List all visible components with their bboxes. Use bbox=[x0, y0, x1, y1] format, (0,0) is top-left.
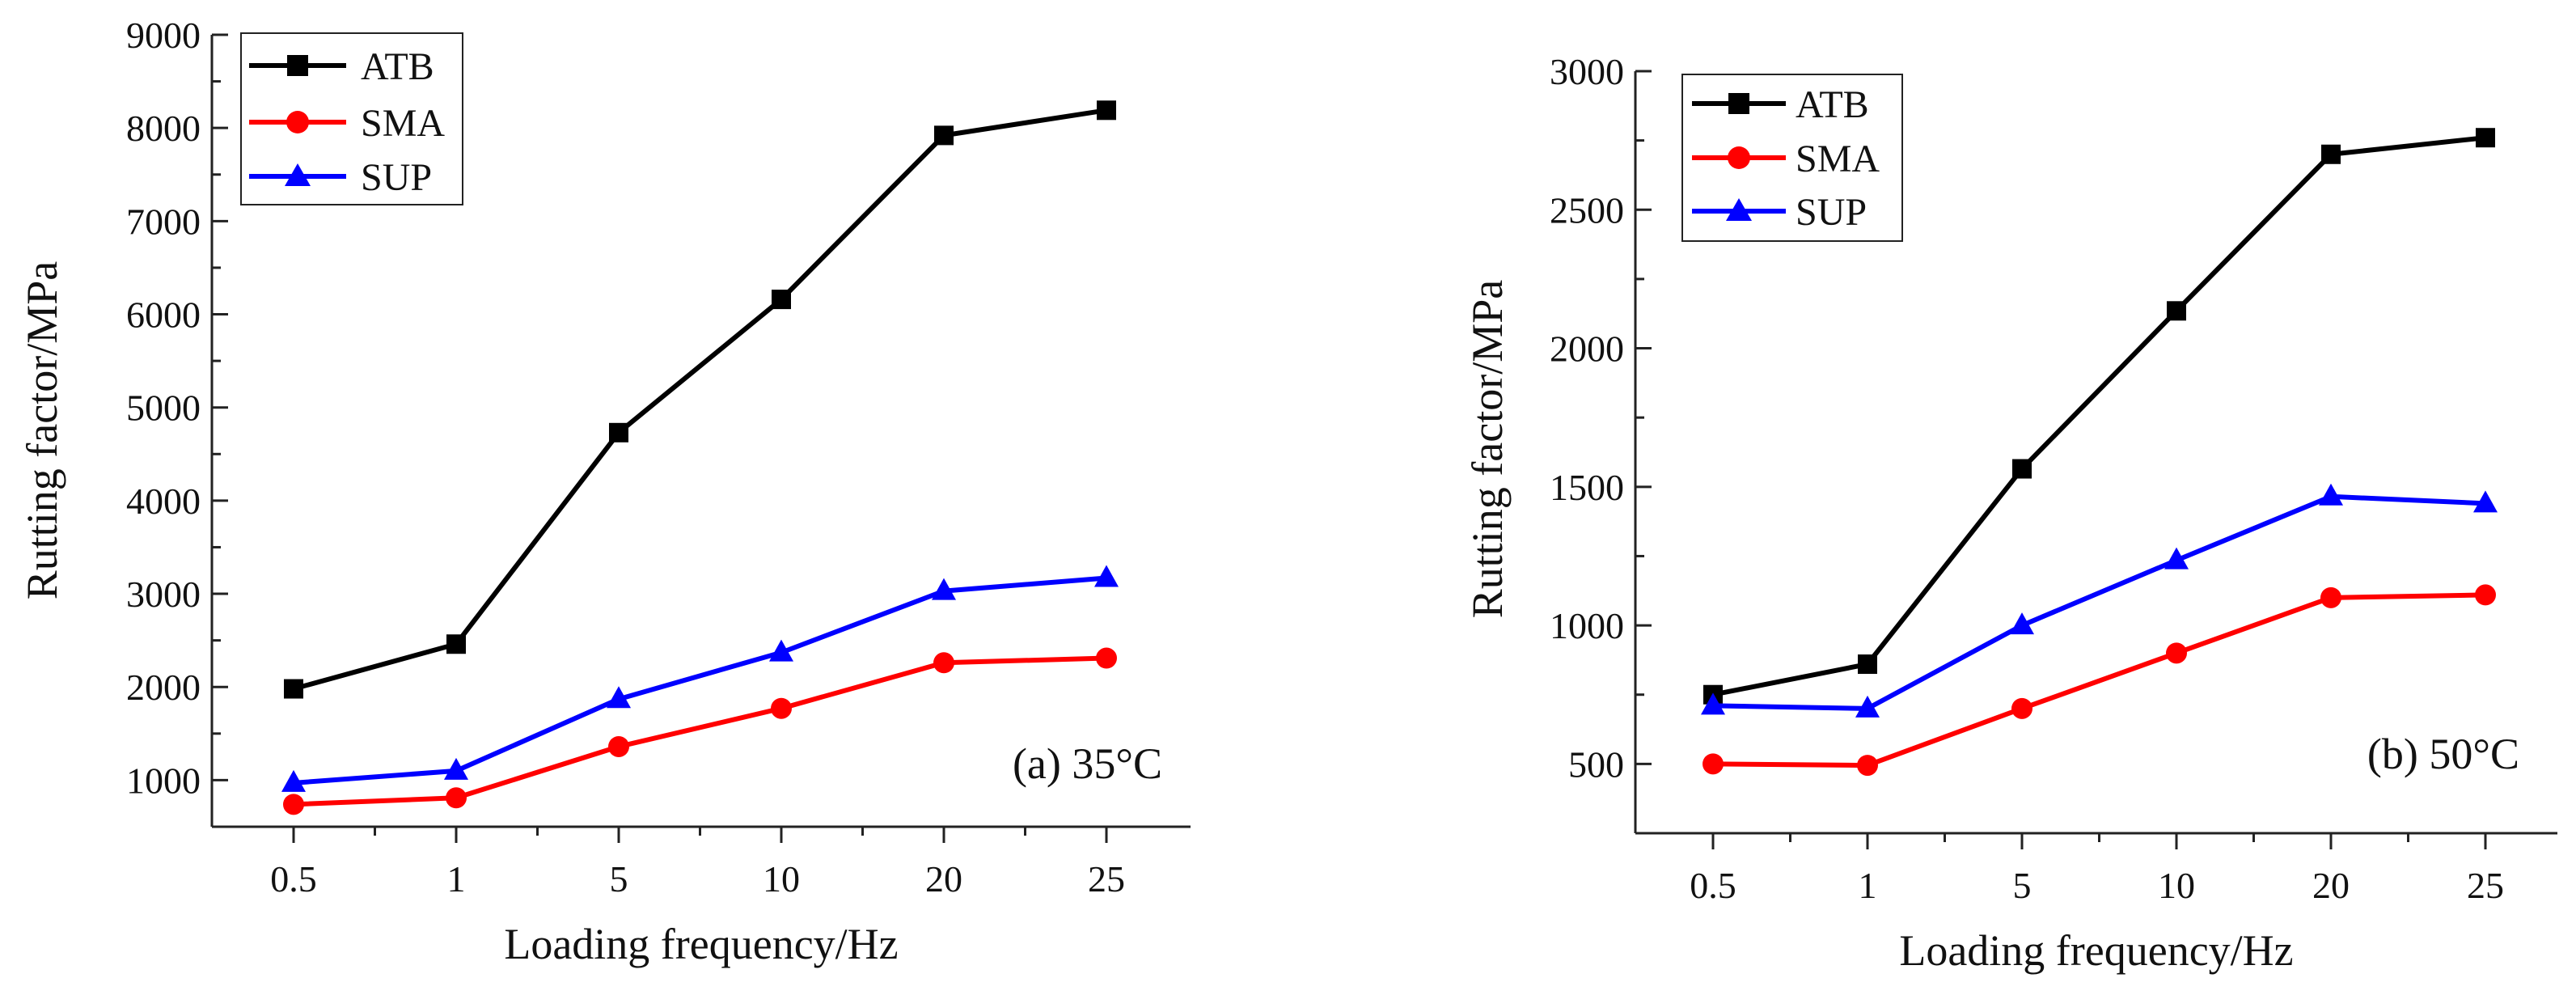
x-tick-label: 0.5 bbox=[270, 858, 317, 900]
data-point-atb bbox=[2167, 301, 2186, 321]
data-point-atb bbox=[2012, 459, 2032, 479]
x-tick-label: 5 bbox=[2013, 865, 2032, 906]
data-point-sup bbox=[1701, 692, 1725, 715]
data-point-atb bbox=[1097, 100, 1116, 121]
panel-label: (a) 35°C bbox=[1013, 739, 1162, 788]
x-tick-label: 20 bbox=[2312, 865, 2350, 906]
x-axis-title: Loading frequency/Hz bbox=[1899, 926, 2293, 975]
data-point-sup bbox=[444, 757, 468, 780]
y-tick-label: 2000 bbox=[1550, 328, 1624, 370]
data-point-atb bbox=[284, 679, 303, 699]
legend-label-sma: SMA bbox=[361, 102, 445, 145]
legend-marker-atb bbox=[1728, 93, 1749, 114]
y-tick-label: 2000 bbox=[126, 667, 201, 708]
data-point-atb bbox=[772, 290, 791, 310]
chart-panel-a: 1000 2000 3000 4000 5000 6000 7000 8000 9000 0.5 1… bbox=[18, 15, 1191, 968]
plot-area-b: 500 1000 1500 2000 2500 3000 0.5 1 5 10 20 25 bbox=[1550, 51, 2504, 906]
panel-label: (b) 50°C bbox=[2367, 730, 2519, 778]
legend-label-sup: SUP bbox=[361, 156, 432, 199]
data-point-sma bbox=[446, 787, 467, 809]
x-tick-label: 1 bbox=[1859, 865, 1877, 906]
data-point-sup bbox=[2010, 612, 2034, 635]
y-tick-label: 1500 bbox=[1550, 467, 1624, 508]
y-tick-label: 4000 bbox=[126, 481, 201, 522]
y-tick-label: 2500 bbox=[1550, 189, 1624, 231]
data-point-atb bbox=[446, 634, 466, 654]
data-point-sma bbox=[2320, 586, 2341, 608]
y-tick-label: 8000 bbox=[126, 108, 201, 149]
data-point-sup bbox=[932, 578, 956, 600]
x-tick-label: 10 bbox=[2158, 865, 2195, 906]
data-point-sup bbox=[2319, 483, 2343, 506]
x-tick-label: 25 bbox=[1088, 858, 1125, 900]
data-point-atb bbox=[934, 125, 954, 146]
data-point-sup bbox=[2164, 547, 2189, 569]
data-point-sma bbox=[283, 794, 304, 815]
y-tick-label: 6000 bbox=[126, 294, 201, 336]
legend-label-sup: SUP bbox=[1796, 191, 1867, 234]
legend-marker-sma bbox=[1728, 146, 1750, 169]
legend-label-atb: ATB bbox=[1796, 83, 1869, 126]
data-point-atb bbox=[609, 422, 628, 442]
data-point-sma bbox=[1857, 755, 1878, 777]
y-tick-label: 500 bbox=[1568, 743, 1624, 785]
data-point-sma bbox=[608, 735, 629, 757]
legend-marker-atb bbox=[287, 55, 308, 76]
data-point-sma bbox=[933, 652, 954, 674]
data-point-sma bbox=[1096, 647, 1117, 669]
legend: ATB SMA SUP bbox=[1681, 74, 1903, 242]
data-point-atb bbox=[2476, 128, 2495, 148]
data-point-sup bbox=[769, 639, 793, 662]
chart-panel-b: 500 1000 1500 2000 2500 3000 0.5 1 5 10 20 25 ATB S… bbox=[1463, 51, 2557, 975]
x-tick-label: 0.5 bbox=[1690, 865, 1736, 906]
data-point-sma bbox=[771, 697, 792, 719]
data-point-atb bbox=[2321, 144, 2341, 164]
series-line-atb bbox=[293, 108, 1107, 692]
y-axis-title: Rutting factor/MPa bbox=[18, 261, 66, 599]
y-axis-title: Rutting factor/MPa bbox=[1463, 280, 1512, 618]
data-point-sma bbox=[2011, 697, 2032, 719]
y-tick-label: 9000 bbox=[126, 15, 201, 56]
series-line-atb bbox=[1712, 135, 2486, 697]
data-point-sup bbox=[1855, 695, 1880, 718]
legend-marker-sma bbox=[286, 111, 309, 133]
x-tick-label: 5 bbox=[610, 858, 628, 900]
data-point-sup bbox=[607, 686, 631, 709]
data-point-sma bbox=[2166, 642, 2187, 664]
data-point-atb bbox=[1858, 654, 1877, 675]
data-point-sma bbox=[2475, 584, 2496, 606]
x-tick-label: 1 bbox=[447, 858, 466, 900]
data-point-sup bbox=[281, 769, 306, 792]
series-line-sma bbox=[1712, 592, 2486, 768]
y-tick-label: 5000 bbox=[126, 387, 201, 429]
legend-marker-sup bbox=[1726, 198, 1752, 221]
x-axis-title: Loading frequency/Hz bbox=[504, 920, 898, 968]
legend-marker-sup bbox=[285, 163, 311, 186]
x-tick-label: 10 bbox=[763, 858, 800, 900]
legend-label-atb: ATB bbox=[361, 45, 434, 88]
series-line-sup bbox=[293, 575, 1107, 785]
data-point-sup bbox=[2473, 490, 2498, 513]
series-line-sma bbox=[293, 655, 1107, 807]
y-tick-label: 3000 bbox=[126, 574, 201, 615]
x-tick-label: 20 bbox=[925, 858, 962, 900]
series-line-sup bbox=[1712, 493, 2486, 711]
data-point-sma bbox=[1703, 753, 1724, 775]
y-tick-label: 3000 bbox=[1550, 51, 1624, 92]
y-tick-label: 7000 bbox=[126, 201, 201, 242]
legend: ATB SMA SUP bbox=[240, 32, 463, 205]
y-tick-label: 1000 bbox=[126, 760, 201, 801]
plot-area-a: 1000 2000 3000 4000 5000 6000 7000 8000 9000 0.5 1… bbox=[126, 15, 1125, 900]
y-tick-label: 1000 bbox=[1550, 605, 1624, 646]
data-point-sup bbox=[1094, 565, 1119, 587]
x-tick-label: 25 bbox=[2467, 865, 2504, 906]
legend-label-sma: SMA bbox=[1796, 138, 1880, 180]
